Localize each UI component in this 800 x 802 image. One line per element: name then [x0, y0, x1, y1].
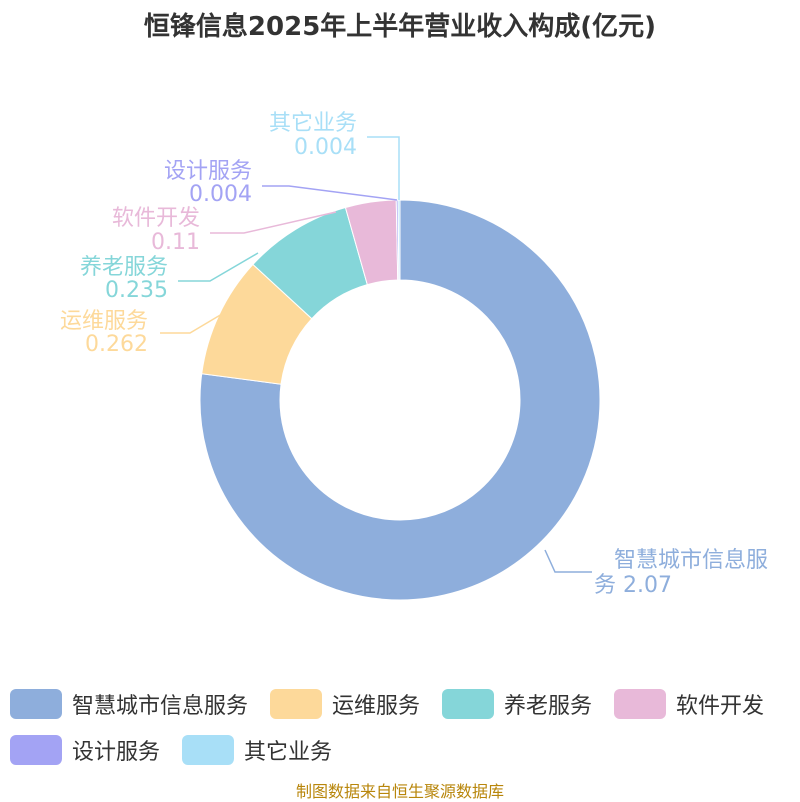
legend-item-0[interactable]: 智慧城市信息服务	[10, 688, 248, 720]
legend-item-5[interactable]: 其它业务	[182, 734, 332, 766]
legend-swatch	[10, 735, 62, 765]
leader-line-5	[367, 136, 400, 200]
slice-value-label-3: 0.11	[151, 230, 200, 255]
legend-swatch	[270, 689, 323, 719]
slice-value-label-0: 务 2.07	[594, 573, 672, 598]
chart-legend: 智慧城市信息服务 运维服务 养老服务 软件开发设计服务 其它业务	[10, 688, 800, 766]
legend-item-3[interactable]: 软件开发	[614, 688, 764, 720]
leader-line-4	[262, 185, 398, 201]
legend-label: 其它业务	[244, 740, 333, 765]
slice-label-3: 软件开发	[112, 206, 200, 231]
leader-line-3	[210, 211, 337, 234]
legend-label: 设计服务	[72, 740, 161, 765]
leader-line-0	[544, 549, 592, 573]
legend-swatch	[614, 689, 667, 719]
slice-value-label-5: 0.004	[294, 135, 357, 160]
slice-label-0: 智慧城市信息服	[614, 548, 768, 573]
slice-label-4: 设计服务	[164, 159, 252, 184]
data-source-note: 制图数据来自恒生聚源数据库	[295, 782, 504, 801]
slice-0[interactable]	[199, 199, 601, 601]
legend-swatch	[182, 735, 235, 765]
legend-label: 运维服务	[332, 694, 421, 719]
slice-value-label-4: 0.004	[189, 182, 252, 207]
legend-label: 智慧城市信息服务	[72, 694, 249, 719]
chart-title: 恒锋信息2025年上半年营业收入构成(亿元)	[143, 12, 657, 42]
slice-label-2: 养老服务	[80, 255, 168, 280]
legend-swatch	[10, 689, 62, 719]
legend-label: 软件开发	[676, 694, 765, 719]
legend-item-1[interactable]: 运维服务	[270, 688, 420, 720]
leader-line-2	[178, 252, 259, 282]
leader-line-1	[160, 313, 223, 334]
legend-label: 养老服务	[504, 694, 593, 719]
slice-value-label-2: 0.235	[105, 278, 168, 303]
slice-label-1: 运维服务	[60, 309, 148, 334]
slice-label-5: 其它业务	[269, 111, 357, 136]
slice-5[interactable]	[397, 199, 401, 281]
slice-value-label-1: 0.262	[85, 332, 148, 357]
legend-item-4[interactable]: 设计服务	[10, 734, 160, 766]
legend-swatch	[442, 689, 495, 719]
legend-item-2[interactable]: 养老服务	[442, 688, 592, 720]
